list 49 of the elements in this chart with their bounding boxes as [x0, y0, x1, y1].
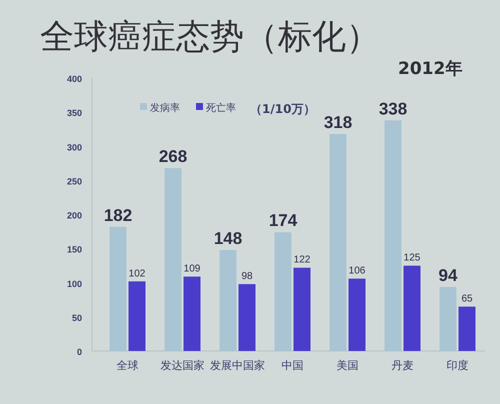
data-label: 148 — [214, 228, 242, 248]
data-label: 174 — [268, 211, 298, 230]
x-tick-label: 发展中国家 — [210, 359, 265, 372]
x-tick-label: 印度 — [446, 359, 468, 372]
bar — [458, 306, 476, 351]
bar — [384, 120, 402, 351]
y-tick-label: 100 — [66, 278, 82, 289]
y-tick-label: 400 — [66, 74, 82, 84]
data-label: 318 — [324, 112, 352, 132]
x-tick-label: 全球 — [116, 359, 138, 372]
y-tick-label: 150 — [66, 244, 82, 255]
data-label: 338 — [378, 99, 408, 118]
y-tick-label: 200 — [66, 210, 82, 220]
chart-subtitle: 2012年 — [398, 59, 462, 79]
legend-label: 发病率 — [150, 102, 180, 114]
data-label: 122 — [294, 254, 311, 266]
x-tick-label: 丹麦 — [392, 359, 414, 372]
data-label: 109 — [184, 264, 201, 275]
y-tick-label: 250 — [66, 176, 82, 186]
y-tick-label: 350 — [66, 108, 82, 118]
data-label: 125 — [404, 252, 421, 264]
bar — [184, 276, 200, 351]
y-tick-label: 0 — [76, 347, 82, 357]
data-label: 268 — [158, 147, 188, 166]
x-tick-label: 美国 — [336, 359, 358, 372]
annotation: （1/10万） — [250, 102, 316, 116]
bar — [128, 281, 146, 351]
x-tick-label: 发达国家 — [160, 359, 204, 372]
data-label: 182 — [104, 206, 132, 225]
y-tick-label: 50 — [72, 312, 82, 323]
bar — [294, 268, 310, 351]
x-tick-label: 中国 — [282, 359, 304, 372]
bar — [274, 232, 292, 351]
bar — [220, 250, 236, 351]
bar — [330, 134, 346, 351]
bar — [238, 284, 256, 351]
data-label: 98 — [241, 271, 253, 282]
legend-label: 死亡率 — [206, 102, 236, 114]
y-tick-label: 300 — [66, 142, 82, 152]
bar — [348, 278, 366, 351]
data-label: 65 — [461, 294, 473, 305]
bar — [440, 286, 456, 351]
bar — [404, 266, 420, 351]
data-label: 102 — [128, 268, 146, 280]
bar — [110, 226, 126, 351]
bar — [164, 168, 182, 351]
data-label: 94 — [438, 266, 458, 285]
data-label: 106 — [348, 266, 366, 277]
chart-title: 全球癌症态势（标化） — [40, 17, 380, 57]
